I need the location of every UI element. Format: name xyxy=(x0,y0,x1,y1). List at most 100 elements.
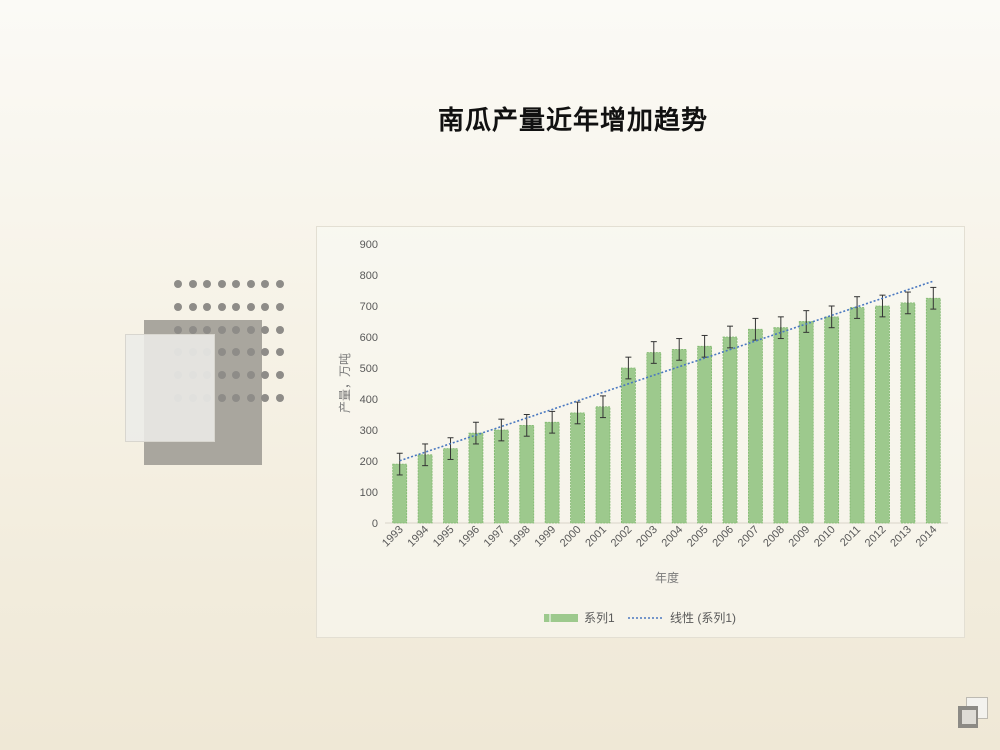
decorative-dot xyxy=(232,302,240,311)
bars xyxy=(392,297,941,524)
error-bar-2010 xyxy=(828,305,835,329)
decorative-dot xyxy=(232,280,240,288)
y-tick-label: 600 xyxy=(360,332,378,344)
error-bar-2008 xyxy=(777,316,784,340)
x-tick-label: 1994 xyxy=(405,524,431,550)
decorative-dot xyxy=(217,325,226,334)
x-tick-label: 2003 xyxy=(634,524,660,550)
decorative-dot xyxy=(217,394,226,402)
decorative-dot xyxy=(232,394,240,402)
decorative-dot xyxy=(188,302,197,311)
decorative-dot xyxy=(174,302,182,311)
x-tick-label: 2013 xyxy=(888,524,914,550)
decorative-dot xyxy=(217,371,226,380)
error-bars xyxy=(396,286,937,476)
decorative-dot xyxy=(261,371,269,380)
decorative-dot xyxy=(188,280,197,288)
slide-title: 南瓜产量近年增加趋势 xyxy=(437,106,708,136)
decorative-dot xyxy=(275,325,284,334)
bar-2014 xyxy=(925,297,941,524)
x-axis-ticks: 1993 1994 1995 1996 1997 1998 1999 2000 2001 2002… xyxy=(380,524,939,550)
error-bar-2011 xyxy=(854,296,861,319)
error-bar-1997 xyxy=(498,418,505,442)
x-tick-label: 1993 xyxy=(380,524,406,550)
error-bar-2003 xyxy=(650,341,657,364)
decorative-dot xyxy=(246,348,255,357)
x-tick-label: 2002 xyxy=(609,524,635,550)
error-bar-2006 xyxy=(727,325,734,349)
x-tick-label: 2008 xyxy=(761,524,787,550)
decorative-dot xyxy=(246,302,255,311)
y-tick-label: 800 xyxy=(360,270,378,282)
x-tick-label: 2006 xyxy=(710,524,736,550)
error-bar-2009 xyxy=(803,310,810,333)
y-tick-label: 100 xyxy=(360,487,378,499)
x-tick-label: 2001 xyxy=(583,524,609,550)
error-bar-1994 xyxy=(422,443,429,467)
y-tick-label: 900 xyxy=(360,239,378,251)
decorative-dot xyxy=(275,394,284,402)
decorative-dot xyxy=(174,325,182,334)
decorative-dot xyxy=(217,348,226,357)
decorative-dot xyxy=(275,280,284,288)
x-tick-label: 2011 xyxy=(838,524,863,549)
bar-2010 xyxy=(824,316,840,524)
legend-swatch-series1 xyxy=(544,614,578,622)
x-tick-label: 1995 xyxy=(431,524,457,550)
x-axis-label: 年度 xyxy=(655,570,679,585)
legend-label-series1: 系列1 xyxy=(584,611,615,625)
bar-2012 xyxy=(875,305,890,524)
decorative-dot xyxy=(174,280,182,288)
x-tick-label: 2005 xyxy=(685,524,711,550)
y-tick-label: 300 xyxy=(360,425,378,437)
bar-1997 xyxy=(493,429,509,524)
error-bar-1993 xyxy=(396,452,403,476)
y-axis-ticks: 0 100 200 300 400 500 600 700 800 900 xyxy=(360,239,378,530)
error-bar-1998 xyxy=(523,414,530,437)
y-axis-label: 产量，万吨 xyxy=(338,353,352,413)
y-tick-label: 0 xyxy=(372,518,378,530)
decorative-dot xyxy=(261,280,269,288)
bar-2007 xyxy=(748,328,763,524)
error-bar-1996 xyxy=(472,421,479,445)
x-tick-label: 2014 xyxy=(914,524,940,550)
decorative-dot xyxy=(275,302,284,311)
decorative-rectangle-light xyxy=(125,334,215,442)
x-tick-label: 1999 xyxy=(532,524,558,550)
decorative-dot xyxy=(246,394,255,402)
y-tick-label: 400 xyxy=(360,394,378,406)
corner-icon-front xyxy=(962,710,976,724)
x-tick-label: 1998 xyxy=(507,524,533,550)
decorative-dot xyxy=(232,325,240,334)
legend-label-trendline: 线性 (系列1) xyxy=(670,611,736,625)
bar-1999 xyxy=(544,421,560,524)
x-tick-label: 1997 xyxy=(482,524,508,550)
error-bar-2002 xyxy=(625,356,632,380)
decorative-dot xyxy=(232,371,240,380)
bar-2006 xyxy=(722,336,738,524)
error-bar-1999 xyxy=(549,410,556,434)
decorative-dot xyxy=(246,371,255,380)
x-tick-label: 2009 xyxy=(787,524,813,550)
decorative-dot xyxy=(261,348,269,357)
x-tick-label: 2007 xyxy=(736,524,762,550)
bar-1998 xyxy=(519,424,535,524)
decorative-dot xyxy=(275,371,284,380)
error-bar-2013 xyxy=(904,291,911,315)
error-bar-1995 xyxy=(447,437,454,460)
decorative-dot xyxy=(232,348,240,357)
decorative-dot xyxy=(275,348,284,357)
decorative-dot xyxy=(261,394,269,402)
bar-2013 xyxy=(900,302,916,524)
trendline xyxy=(399,280,934,462)
decorative-dot xyxy=(188,325,197,334)
bar-2003 xyxy=(646,352,662,524)
y-tick-label: 700 xyxy=(360,301,378,313)
decorative-dot xyxy=(217,280,226,288)
decorative-dot xyxy=(261,325,269,334)
error-bar-2005 xyxy=(701,334,708,358)
x-tick-label: 1996 xyxy=(456,524,482,550)
bar-2011 xyxy=(849,307,865,524)
error-bar-2001 xyxy=(599,395,606,419)
x-tick-label: 2012 xyxy=(863,524,889,550)
